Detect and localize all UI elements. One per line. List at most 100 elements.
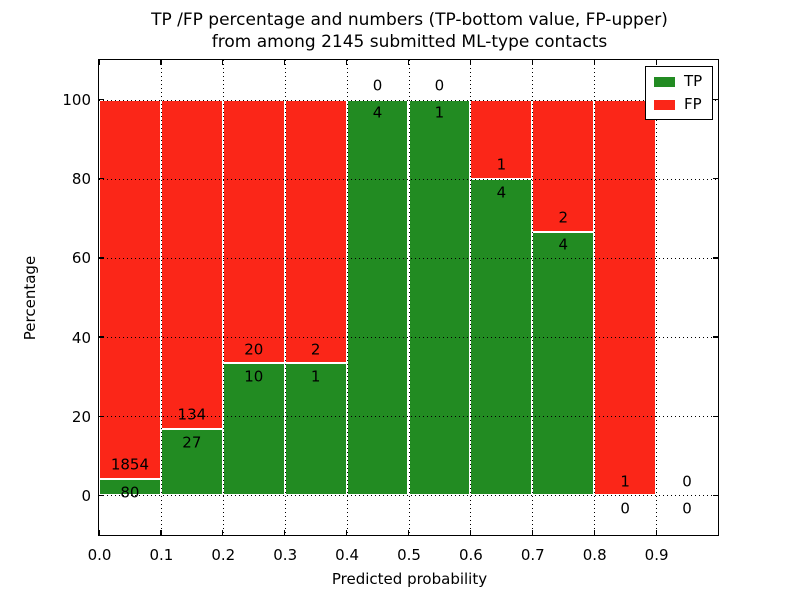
tp-count-label: 80: [120, 483, 140, 502]
tp-count-label: 0: [682, 499, 692, 518]
y-tick-mark-right: [713, 98, 718, 101]
x-axis-label: Predicted probability: [331, 570, 488, 588]
y-tick-label: 40: [71, 328, 91, 347]
gridline-horizontal: [99, 178, 718, 180]
fp-count-label: 1: [620, 472, 630, 491]
chart-title-line2: from among 2145 submitted ML-type contac…: [211, 32, 608, 52]
y-tick-mark-right: [713, 257, 718, 259]
gridline-vertical: [532, 60, 534, 535]
gridline-horizontal: [99, 257, 718, 259]
y-tick-mark: [99, 415, 104, 417]
x-tick-mark-top: [160, 60, 162, 65]
x-tick-label: 0.3: [273, 546, 298, 564]
x-tick-mark-top: [469, 60, 472, 65]
x-tick-mark: [469, 530, 472, 535]
y-tick-mark: [99, 178, 104, 180]
bar-tp-segment: [284, 363, 347, 496]
fp-count-label: 2: [558, 208, 569, 227]
y-tick-mark: [99, 494, 104, 497]
y-tick-mark: [99, 336, 104, 338]
x-tick-label: 0.1: [149, 546, 174, 564]
fp-count-label: 1: [496, 155, 507, 174]
bar-fp-segment: [594, 99, 657, 496]
fp-count-label: 0: [372, 76, 383, 95]
gridline-vertical: [656, 60, 658, 535]
x-tick-label: 0.2: [211, 546, 236, 564]
x-tick-mark: [407, 530, 410, 535]
x-tick-label: 0.7: [520, 546, 545, 564]
x-tick-mark: [160, 530, 162, 535]
x-tick-mark-top: [284, 60, 286, 65]
bar-tp-segment: [99, 479, 161, 496]
fp-count-label: 134: [177, 405, 207, 424]
gridline-vertical: [470, 60, 472, 535]
legend-entry-fp: FP: [654, 97, 702, 112]
x-tick-label: 0.0: [87, 546, 112, 564]
tp-count-label: 1: [434, 103, 445, 122]
y-tick-mark-right: [713, 178, 718, 180]
gridline-horizontal: [99, 416, 718, 418]
fp-count-label: 0: [682, 472, 692, 491]
y-tick-label: 60: [71, 249, 91, 268]
bar-tp-segment: [222, 363, 285, 496]
tp-count-label: 10: [244, 367, 264, 386]
bar-tp-segment: [346, 99, 409, 496]
x-tick-label: 0.8: [582, 546, 607, 564]
bar-fp-segment: [160, 99, 223, 430]
gridline-vertical: [594, 60, 596, 535]
y-tick-label: 0: [81, 486, 91, 505]
x-tick-mark-top: [98, 60, 100, 65]
gridline-horizontal: [99, 495, 718, 497]
gridline-vertical: [284, 60, 286, 535]
legend-label-tp: TP: [684, 72, 703, 90]
bar-fp-segment: [99, 99, 161, 480]
bar-tp-segment: [408, 99, 471, 496]
x-tick-mark-top: [593, 60, 595, 65]
tp-count-label: 4: [372, 103, 383, 122]
y-tick-mark-right: [713, 336, 718, 338]
x-tick-mark-top: [346, 60, 348, 65]
y-tick-mark-right: [713, 494, 718, 497]
x-tick-mark: [655, 530, 657, 535]
bar-fp-segment: [284, 99, 347, 364]
gridline-horizontal: [99, 99, 718, 101]
bar-tp-segment: [532, 231, 595, 496]
legend-swatch-fp-icon: [654, 99, 675, 110]
y-tick-label: 100: [62, 91, 91, 110]
fp-count-label: 0: [434, 76, 445, 95]
legend-swatch-tp-icon: [654, 76, 675, 87]
tp-count-label: 0: [620, 499, 630, 518]
y-tick-mark-right: [713, 415, 718, 417]
bar-tp-segment: [160, 429, 223, 496]
x-tick-label: 0.6: [458, 546, 483, 564]
tp-count-label: 4: [558, 235, 569, 254]
tp-count-label: 1: [310, 367, 321, 386]
legend: TP FP: [645, 66, 714, 120]
fp-count-label: 20: [244, 340, 264, 359]
chart-title: TP /FP percentage and numbers (TP-bottom…: [99, 9, 720, 53]
x-tick-mark-top: [407, 60, 410, 65]
y-tick-label: 20: [71, 407, 91, 426]
tp-count-label: 27: [182, 433, 202, 452]
x-tick-mark: [531, 530, 533, 535]
x-tick-label: 0.5: [397, 546, 421, 564]
x-tick-label: 0.9: [644, 546, 669, 564]
legend-entry-tp: TP: [654, 74, 702, 89]
plot-area: 1854 80 134 27 20 10 2 1 0 4 0 1 1 4 2 4 1 0 0 0: [98, 59, 719, 536]
gridline-vertical: [160, 60, 162, 535]
x-tick-label: 0.4: [335, 546, 360, 564]
x-tick-mark-top: [655, 60, 657, 65]
gridline-vertical: [346, 60, 348, 535]
x-tick-mark-top: [222, 60, 224, 65]
x-tick-mark-top: [531, 60, 533, 65]
chart-title-line1: TP /FP percentage and numbers (TP-bottom…: [151, 10, 668, 30]
y-tick-mark: [99, 257, 104, 259]
legend-label-fp: FP: [684, 95, 702, 113]
y-tick-label: 80: [71, 170, 91, 189]
gridline-horizontal: [99, 337, 718, 339]
y-tick-mark: [99, 98, 104, 101]
tp-count-label: 4: [496, 183, 507, 202]
fp-count-label: 1854: [110, 455, 150, 474]
fp-count-label: 2: [310, 340, 321, 359]
